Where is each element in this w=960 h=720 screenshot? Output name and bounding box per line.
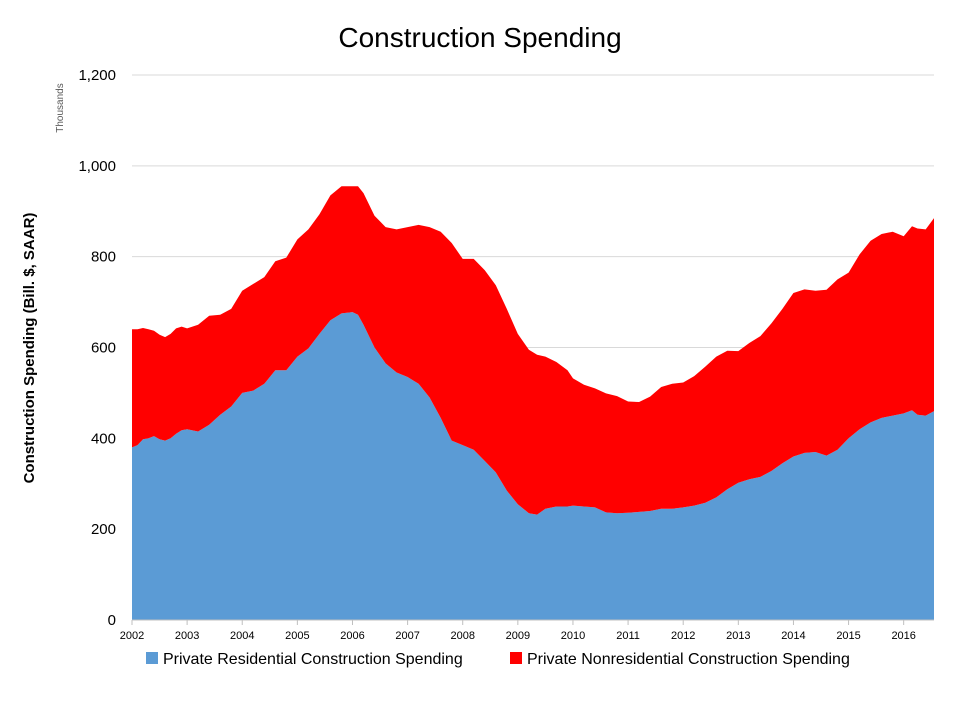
- y-tick-label: 1,000: [78, 158, 116, 175]
- x-tick-label: 2010: [561, 630, 585, 642]
- area-series-residential: [132, 312, 934, 620]
- x-tick-label: 2002: [120, 630, 144, 642]
- legend-swatch-nonresidential: [510, 652, 522, 664]
- area-series-nonresidential: [132, 186, 934, 515]
- x-tick-label: 2005: [285, 630, 309, 642]
- axes: 0 200 400 600 800 1,000 1,200 2002 2003 2004 2005 2…: [78, 67, 934, 642]
- x-tick-label: 2012: [671, 630, 695, 642]
- legend-label-residential: Private Residential Construction Spendin…: [163, 651, 463, 668]
- legend: Private Residential Construction Spendin…: [146, 651, 850, 668]
- x-tick-label: 2015: [836, 630, 860, 642]
- y-tick-label: 400: [91, 430, 116, 447]
- x-tick-label: 2016: [891, 630, 915, 642]
- x-tick-label: 2006: [340, 630, 364, 642]
- x-tick-label: 2013: [726, 630, 750, 642]
- x-tick-label: 2004: [230, 630, 254, 642]
- x-tick-label: 2011: [616, 630, 640, 642]
- y-tick-label: 0: [108, 612, 116, 629]
- y-tick-label: 600: [91, 340, 116, 357]
- y-tick-label: 1,200: [78, 67, 116, 84]
- chart-title: Construction Spending: [338, 22, 621, 53]
- x-tick-label: 2014: [781, 630, 805, 642]
- y-tick-label: 800: [91, 249, 116, 266]
- x-tick-label: 2009: [506, 630, 530, 642]
- legend-label-nonresidential: Private Nonresidential Construction Spen…: [527, 651, 850, 668]
- legend-swatch-residential: [146, 652, 158, 664]
- area-series: [132, 186, 934, 620]
- y-axis-title: Construction Spending (Bill. $, SAAR): [21, 213, 38, 484]
- y-axis-unit-label: Thousands: [55, 83, 66, 132]
- x-tick-label: 2007: [395, 630, 419, 642]
- y-tick-label: 200: [91, 521, 116, 538]
- x-tick-label: 2003: [175, 630, 199, 642]
- x-tick-label: 2008: [450, 630, 474, 642]
